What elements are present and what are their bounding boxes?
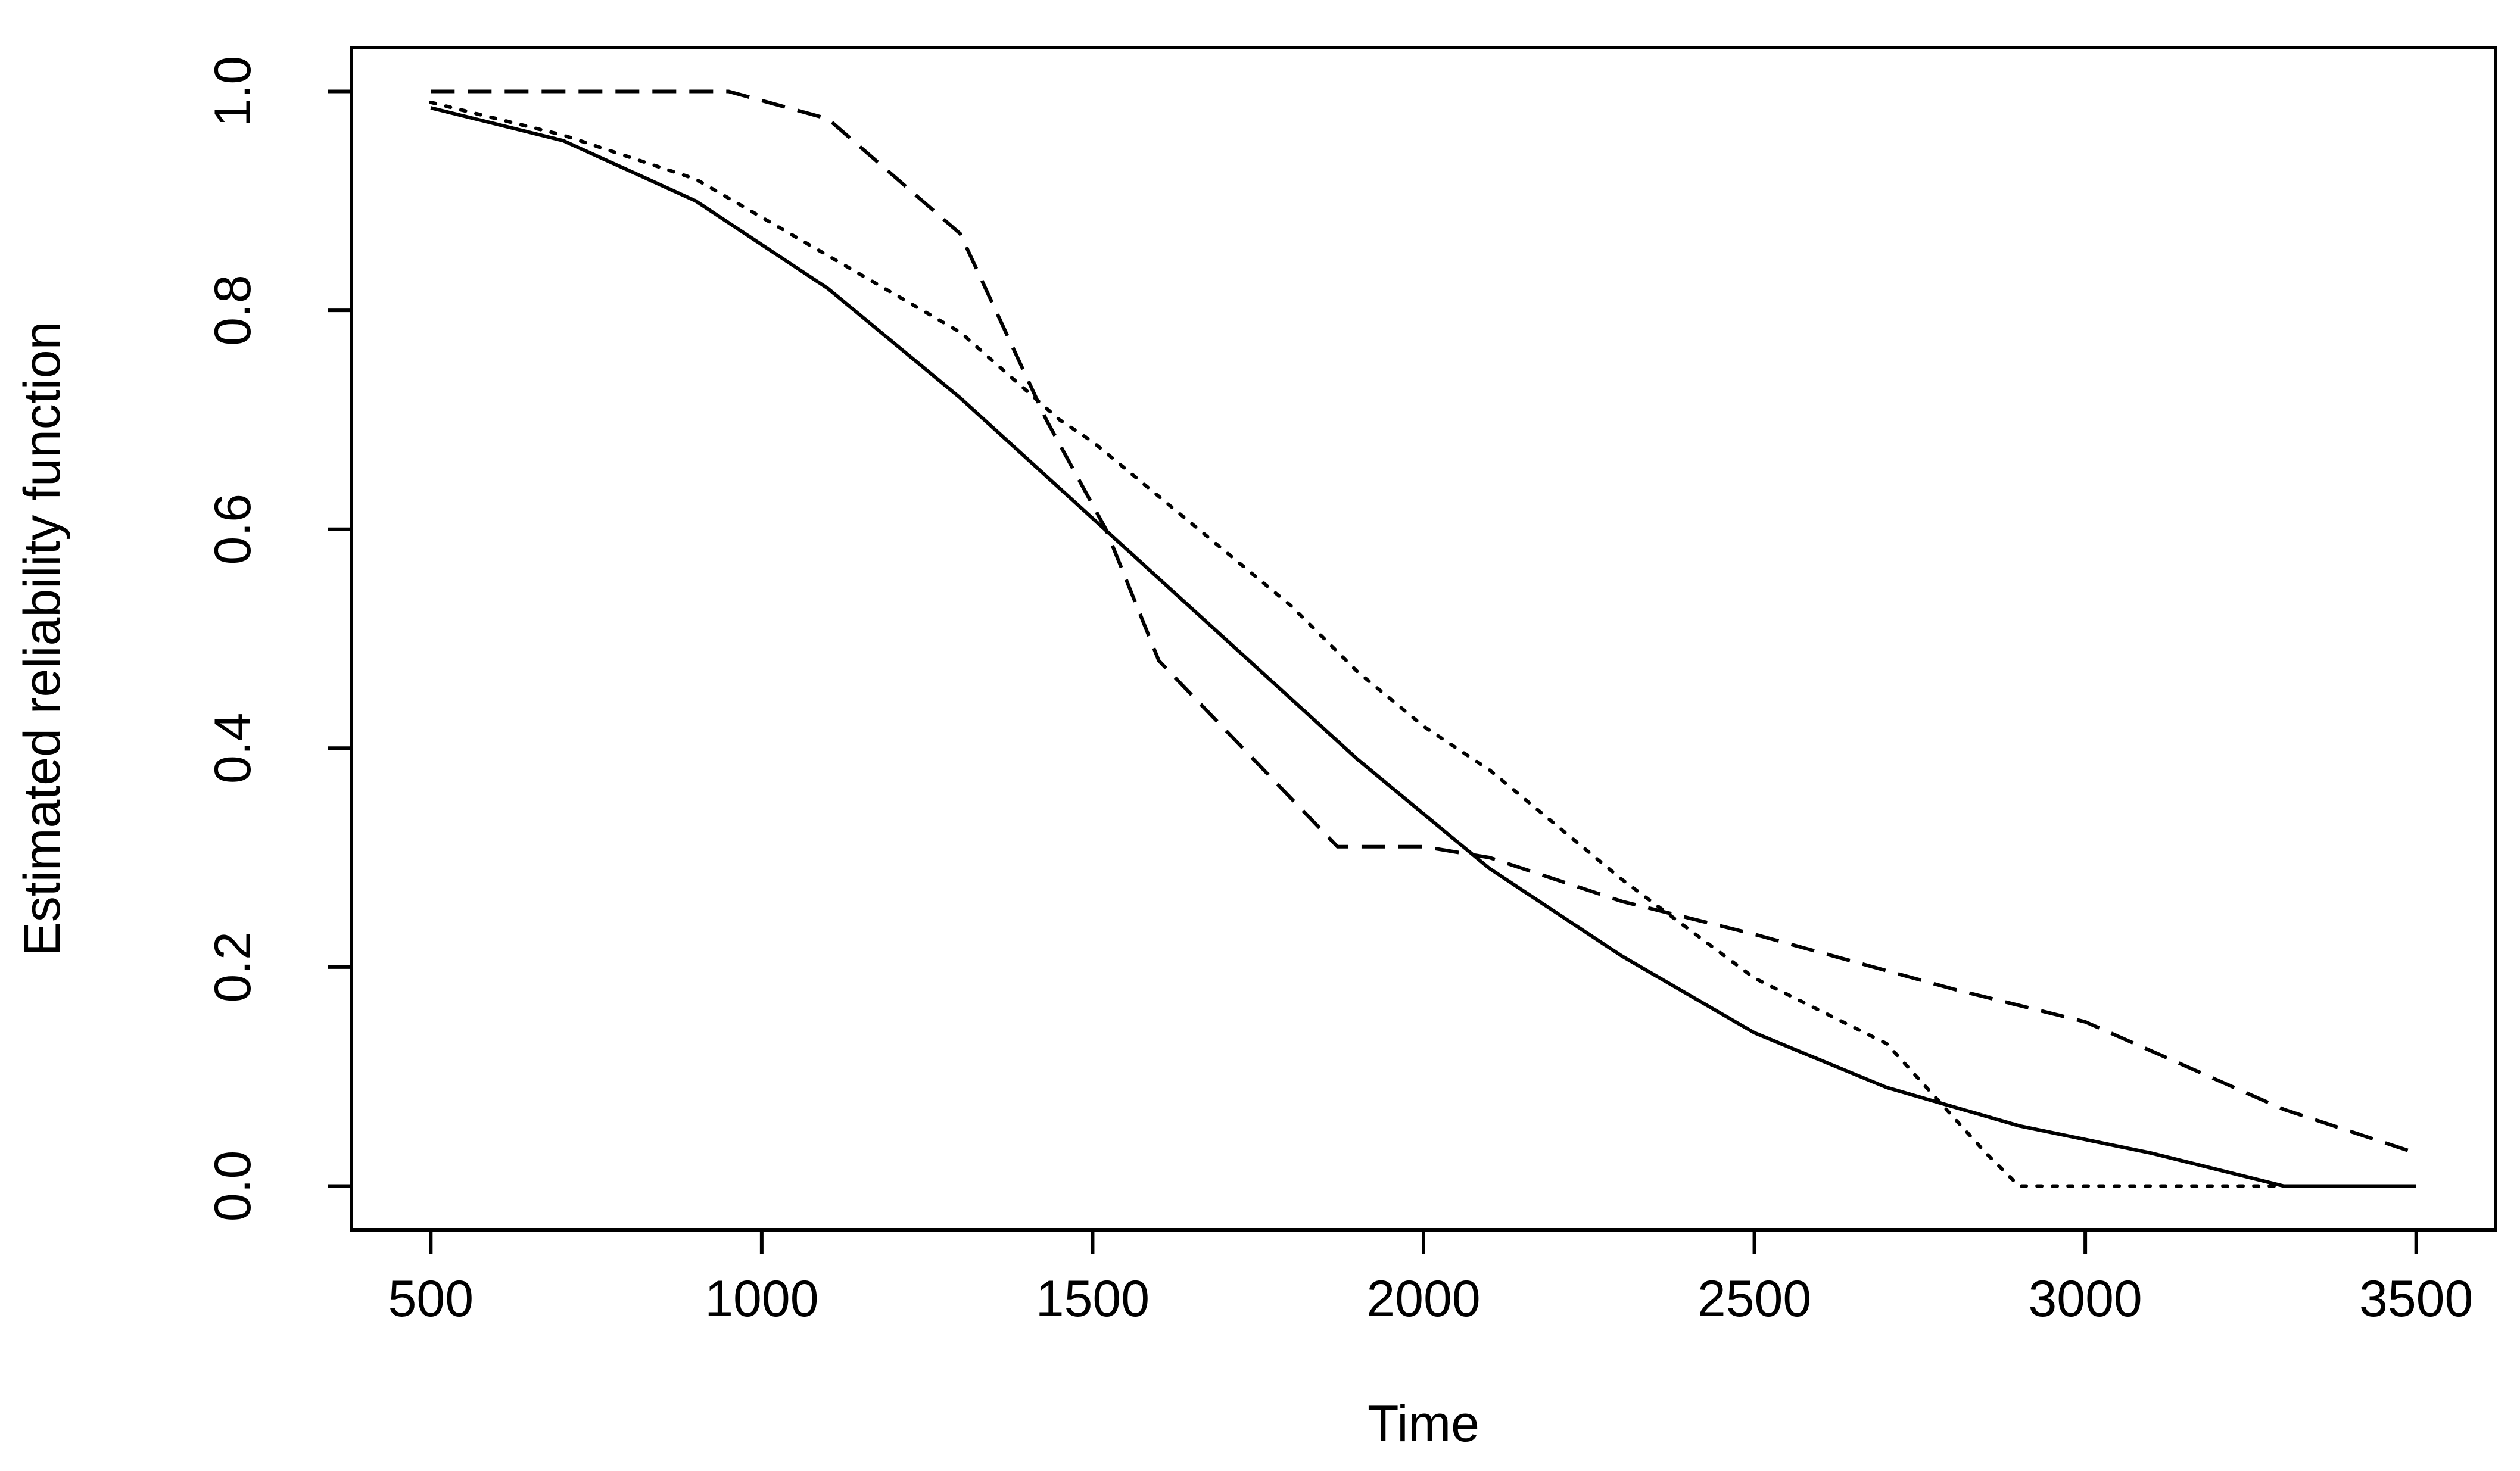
y-axis-title: Estimated reliability function — [14, 322, 71, 956]
y-tick-label: 0.0 — [204, 1151, 261, 1222]
x-tick-label: 2500 — [1697, 1270, 1811, 1327]
x-axis-title: Time — [1368, 1395, 1479, 1453]
x-tick-label: 3000 — [2028, 1270, 2142, 1327]
y-tick-label: 1.0 — [204, 56, 261, 127]
x-tick-label: 1000 — [705, 1270, 818, 1327]
y-tick-label: 0.4 — [204, 713, 261, 784]
series-line-dotted — [429, 100, 2286, 1188]
plot-frame — [350, 46, 2497, 1232]
x-axis: 500 1000 1500 2000 2500 3000 3500 — [388, 1230, 2473, 1327]
y-axis: 0.0 0.2 0.4 0.6 0.8 1.0 — [204, 56, 351, 1222]
x-tick-label: 500 — [388, 1270, 474, 1327]
series-line-dashed — [431, 89, 2417, 1155]
y-tick-label: 0.6 — [204, 494, 261, 565]
series-line-solid — [430, 106, 2416, 1188]
y-tick-label: 0.8 — [204, 275, 261, 346]
plot-frame-layer — [350, 46, 2497, 1232]
y-tick-label: 0.2 — [204, 931, 261, 1003]
x-tick-label: 1500 — [1036, 1270, 1150, 1327]
series-layer — [429, 89, 2417, 1188]
x-tick-label: 2000 — [1366, 1270, 1480, 1327]
x-tick-label: 3500 — [2359, 1270, 2473, 1327]
